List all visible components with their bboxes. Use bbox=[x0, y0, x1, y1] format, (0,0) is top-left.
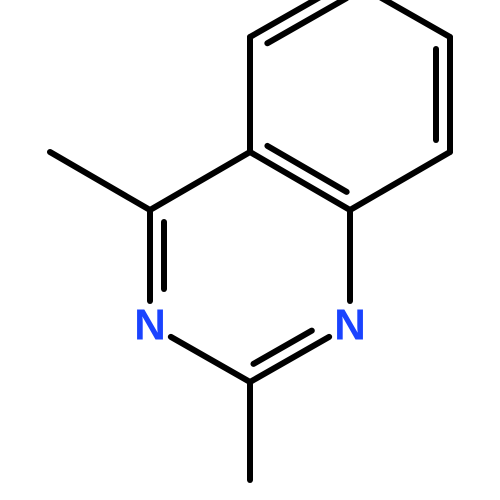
atom-label-N3: N bbox=[134, 301, 166, 350]
atom-label-N1: N bbox=[334, 301, 366, 350]
molecule-canvas: NN bbox=[0, 0, 500, 500]
